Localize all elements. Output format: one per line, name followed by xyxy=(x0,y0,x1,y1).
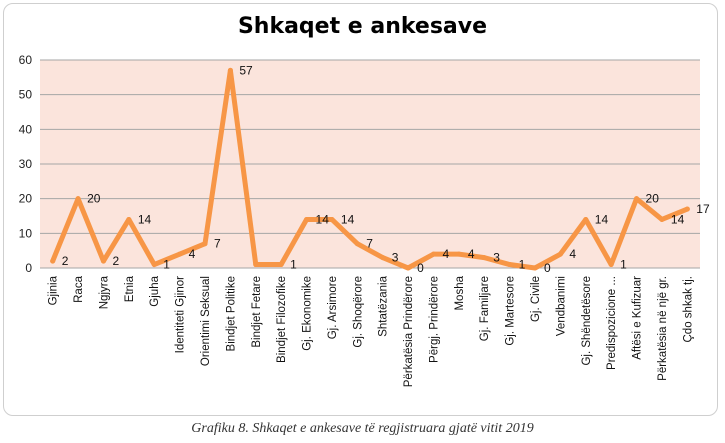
x-category-label: Gj. Ekonomike xyxy=(302,276,314,351)
x-category-label: Aftësi e Kufizuar xyxy=(632,276,644,360)
data-label: 14 xyxy=(138,212,152,226)
data-point xyxy=(75,196,81,202)
x-category-label: Shtatëzania xyxy=(378,275,390,336)
data-label: 4 xyxy=(189,247,196,261)
data-point xyxy=(608,262,614,268)
data-label: 1 xyxy=(620,258,627,272)
x-category-label: Gj. Civile xyxy=(530,276,542,322)
x-category-label: Raca xyxy=(73,275,85,302)
x-category-label: Orientimi Seksual xyxy=(200,276,212,366)
data-point xyxy=(634,196,640,202)
y-tick-label: 60 xyxy=(19,53,33,67)
y-tick-label: 50 xyxy=(19,88,33,102)
x-category-label: Bindjet Filozofike xyxy=(276,276,288,363)
x-category-label: Vendbanimi xyxy=(555,276,567,336)
y-tick-label: 0 xyxy=(25,261,32,275)
data-label: 1 xyxy=(163,258,170,272)
data-label: 0 xyxy=(417,261,424,275)
x-category-label: Ngjyra xyxy=(98,275,110,309)
data-label: 1 xyxy=(290,258,297,272)
data-point xyxy=(329,216,335,222)
data-label: 20 xyxy=(87,192,101,206)
x-category-label: Gjuha xyxy=(149,275,161,306)
data-point xyxy=(202,241,208,247)
y-tick-label: 40 xyxy=(19,122,33,136)
data-label: 17 xyxy=(696,202,710,216)
data-point xyxy=(456,251,462,257)
data-label: 14 xyxy=(341,212,355,226)
data-point xyxy=(126,216,132,222)
x-category-label: Bindjet Politike xyxy=(225,276,237,351)
x-category-label: Identiteti Gjinor xyxy=(175,276,187,354)
x-category-label: Përgj. Prindërore xyxy=(428,276,440,363)
data-point xyxy=(100,258,106,264)
data-label: 7 xyxy=(366,237,373,251)
data-point xyxy=(659,216,665,222)
data-label: 4 xyxy=(442,247,449,261)
figure-caption: Grafiku 8. Shkaqet e ankesave të regjist… xyxy=(191,421,534,436)
y-tick-label: 10 xyxy=(19,226,33,240)
y-tick-label: 20 xyxy=(19,192,33,206)
data-point xyxy=(583,216,589,222)
x-category-label: Gj. Shoqërore xyxy=(352,276,364,348)
data-point xyxy=(354,241,360,247)
data-label: 4 xyxy=(569,247,576,261)
x-category-label: Gj. Arsimore xyxy=(327,276,339,339)
data-point xyxy=(177,251,183,257)
data-label: 4 xyxy=(468,247,475,261)
data-point xyxy=(557,251,563,257)
data-point xyxy=(151,262,157,268)
y-tick-label: 30 xyxy=(19,157,33,171)
data-label: 3 xyxy=(392,251,399,265)
x-category-label: Mosha xyxy=(454,275,466,310)
data-point xyxy=(227,67,233,73)
data-label: 0 xyxy=(544,261,551,275)
data-point xyxy=(532,265,538,271)
data-point xyxy=(304,216,310,222)
data-label: 20 xyxy=(646,192,660,206)
x-category-label: Gj. Martesore xyxy=(505,276,517,346)
data-label: 2 xyxy=(62,254,69,268)
x-category-label: Bindjet Fetare xyxy=(251,276,263,348)
x-category-label: Çdo shkak tj. xyxy=(682,276,694,342)
data-point xyxy=(380,255,386,261)
x-category-label: Përkatësia Prindërore xyxy=(403,276,415,387)
data-point xyxy=(50,258,56,264)
data-point xyxy=(481,255,487,261)
x-category-label: Gj. Shëndetësore xyxy=(581,276,593,366)
x-category-label: Përkatësia në një gr. xyxy=(657,276,669,381)
x-category-label: Gj. Familjare xyxy=(479,276,491,341)
data-point xyxy=(253,262,259,268)
data-label: 57 xyxy=(239,63,253,77)
series-line xyxy=(50,67,690,271)
chart-title: Shkaqet e ankesave xyxy=(237,14,488,39)
x-category-label: Gjinia xyxy=(48,275,60,305)
data-label: 1 xyxy=(519,258,526,272)
x-category-label: Etnia xyxy=(124,275,136,302)
data-label: 14 xyxy=(671,212,685,226)
data-point xyxy=(684,206,690,212)
data-label: 14 xyxy=(316,212,330,226)
data-point xyxy=(507,262,513,268)
data-label: 14 xyxy=(595,212,609,226)
data-point xyxy=(405,265,411,271)
data-label: 2 xyxy=(112,254,119,268)
data-point xyxy=(278,262,284,268)
data-point xyxy=(430,251,436,257)
data-label: 3 xyxy=(493,251,500,265)
x-category-label: Predispozicione ... xyxy=(606,276,618,370)
data-label: 7 xyxy=(214,237,221,251)
